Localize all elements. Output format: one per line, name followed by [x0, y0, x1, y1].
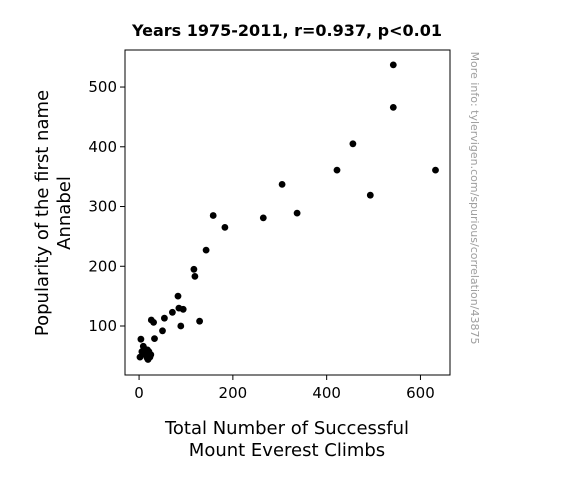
x-axis-label-line-2: Mount Everest Climbs	[189, 440, 385, 461]
data-point-33	[389, 61, 397, 69]
y-axis-label-line-1: Popularity of the first name	[32, 90, 53, 336]
plot-area	[124, 49, 451, 376]
y-tick-label-1: 200	[88, 257, 117, 275]
y-axis-label: Popularity of the first name Annabel	[32, 90, 75, 336]
data-point-17	[174, 292, 182, 300]
data-point-19	[177, 322, 185, 330]
data-point-12	[150, 319, 158, 326]
data-point-1	[137, 335, 145, 343]
data-point-13	[151, 335, 158, 342]
data-point-29	[293, 209, 301, 217]
data-point-35	[432, 166, 439, 174]
data-point-26	[221, 224, 229, 231]
x-axis-label: Total Number of Successful Mount Everest…	[164, 418, 409, 461]
y-tick-label-3: 400	[88, 138, 117, 156]
data-point-24	[202, 246, 210, 254]
data-point-14	[159, 327, 166, 335]
data-point-0	[136, 353, 144, 361]
x-axis-ticks: 0 200 400 600	[134, 375, 435, 402]
x-tick-label-3: 600	[406, 384, 435, 402]
chart-title: Years 1975-2011, r=0.937, p<0.01	[131, 21, 442, 40]
data-point-22	[191, 273, 199, 280]
data-point-30	[333, 166, 341, 174]
x-tick-label-1: 200	[219, 384, 248, 402]
data-point-20	[179, 305, 187, 313]
y-tick-label-0: 100	[88, 317, 117, 335]
data-point-31	[349, 140, 357, 148]
x-tick-label-0: 0	[134, 384, 144, 402]
y-tick-label-4: 500	[88, 78, 117, 96]
data-point-25	[209, 212, 217, 219]
data-point-36	[144, 346, 151, 354]
data-point-34	[389, 104, 397, 111]
y-tick-label-2: 300	[88, 198, 117, 216]
data-point-27	[259, 214, 267, 222]
data-points	[136, 61, 439, 363]
watermark: More info: tylervigen.com/spurious/corre…	[468, 52, 481, 345]
data-point-23	[196, 317, 204, 325]
data-point-10	[147, 351, 155, 359]
y-axis-label-line-2: Annabel	[54, 176, 75, 250]
data-point-21	[190, 265, 198, 273]
data-point-28	[278, 181, 286, 188]
data-point-15	[161, 314, 168, 322]
y-axis-ticks: 100 200 300 400 500	[88, 78, 125, 335]
x-tick-label-2: 400	[312, 384, 341, 402]
plot-frame	[124, 49, 451, 376]
x-axis-label-line-1: Total Number of Successful	[164, 418, 409, 439]
data-point-16	[169, 308, 176, 316]
data-point-32	[366, 191, 374, 199]
